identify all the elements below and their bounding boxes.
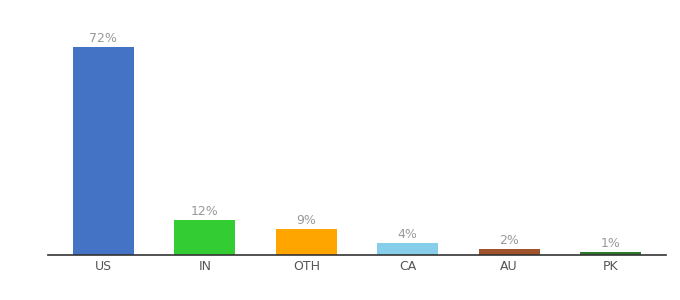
Bar [73, 47, 134, 255]
Bar [174, 220, 235, 255]
Bar [479, 249, 540, 255]
Bar [276, 229, 337, 255]
Text: 1%: 1% [600, 237, 621, 250]
Text: 2%: 2% [499, 234, 519, 247]
Text: 4%: 4% [398, 228, 418, 241]
Bar [377, 243, 438, 255]
Text: 72%: 72% [90, 32, 118, 45]
Text: 12%: 12% [191, 205, 219, 218]
Text: 9%: 9% [296, 214, 316, 227]
Bar [580, 252, 641, 255]
